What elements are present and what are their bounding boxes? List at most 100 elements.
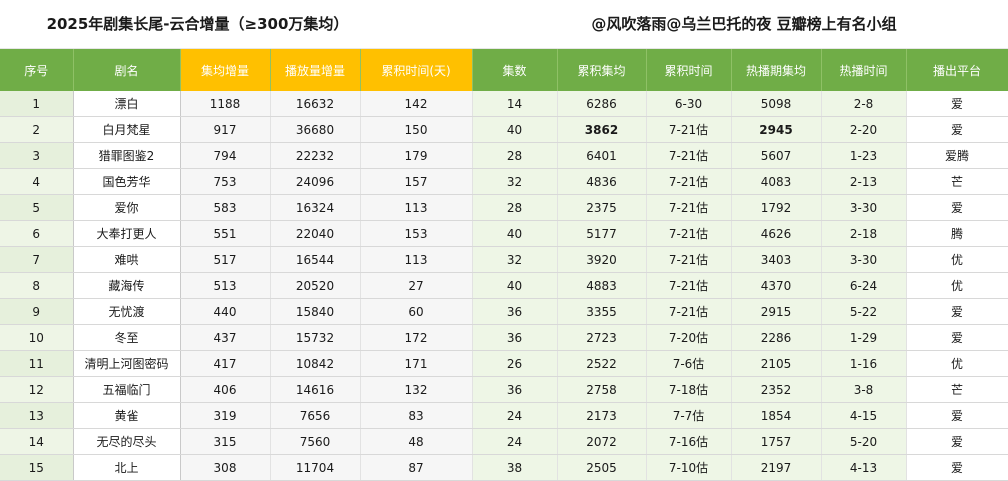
table-cell: 14: [0, 428, 74, 455]
table-cell: 20520: [270, 272, 361, 299]
table-cell: 171: [360, 350, 473, 377]
table-cell: 40: [472, 220, 558, 247]
table-cell: 16632: [270, 91, 361, 117]
table-cell: 40: [472, 116, 558, 143]
table-cell: 40: [472, 272, 558, 299]
table-cell: 10: [0, 324, 74, 351]
column-header: 播放量增量: [270, 49, 361, 91]
table-cell: 7-7估: [646, 402, 732, 429]
table-row: 7 难哄 517 16544 113 32 3920 7-21估 3403 3-30 优: [0, 246, 1008, 273]
table-row: 14 无尽的尽头 315 7560 48 24 2072 7-16估 1757 5-20 爱: [0, 428, 1008, 455]
table-cell: 22232: [270, 142, 361, 169]
table-cell: 26: [472, 350, 558, 377]
table-cell: 7-21估: [646, 116, 732, 143]
column-header: 集数: [472, 49, 558, 91]
table-cell: 3-8: [821, 376, 907, 403]
table-cell: 36: [472, 324, 558, 351]
table-cell: 4883: [557, 272, 647, 299]
table-body: 1 漂白 1188 16632 142 14 6286 6-30 5098 2-8 爱 2 白月梵星 91…: [0, 91, 1008, 481]
table-cell: 7-21估: [646, 194, 732, 221]
table-cell: 48: [360, 428, 473, 455]
table-cell: 517: [180, 246, 271, 273]
table-cell: 爱: [906, 428, 1008, 455]
table-cell: 2945: [731, 116, 822, 143]
table-cell: 1188: [180, 91, 271, 117]
table-cell: 大奉打更人: [73, 220, 181, 247]
table-cell: 冬至: [73, 324, 181, 351]
table-cell: 16324: [270, 194, 361, 221]
table-cell: 315: [180, 428, 271, 455]
column-header: 剧名: [73, 49, 181, 91]
table-cell: 漂白: [73, 91, 181, 117]
column-header: 播出平台: [906, 49, 1008, 91]
table-cell: 难哄: [73, 246, 181, 273]
table-cell: 15840: [270, 298, 361, 325]
table-cell: 14616: [270, 376, 361, 403]
table-cell: 753: [180, 168, 271, 195]
table-cell: 爱: [906, 402, 1008, 429]
table-row: 1 漂白 1188 16632 142 14 6286 6-30 5098 2-8 爱: [0, 91, 1008, 117]
table-cell: 3-30: [821, 194, 907, 221]
table-cell: 172: [360, 324, 473, 351]
table-cell: 5607: [731, 142, 822, 169]
table-cell: 藏海传: [73, 272, 181, 299]
column-header: 热播期集均: [731, 49, 822, 91]
table-cell: 24: [472, 402, 558, 429]
table-cell: 179: [360, 142, 473, 169]
table-cell: 白月梵星: [73, 116, 181, 143]
table-cell: 1792: [731, 194, 822, 221]
table-cell: 3403: [731, 246, 822, 273]
table-cell: 2522: [557, 350, 647, 377]
table-cell: 417: [180, 350, 271, 377]
table-cell: 爱: [906, 116, 1008, 143]
table-cell: 2-20: [821, 116, 907, 143]
table-cell: 16544: [270, 246, 361, 273]
table-cell: 4836: [557, 168, 647, 195]
author-credit: @风吹落雨@乌兰巴托的夜 豆瓣榜上有名小组: [591, 15, 897, 33]
table-cell: 7-21估: [646, 246, 732, 273]
table-row: 13 黄雀 319 7656 83 24 2173 7-7估 1854 4-15 爱: [0, 402, 1008, 429]
table-cell: 440: [180, 298, 271, 325]
table-cell: 153: [360, 220, 473, 247]
table-cell: 2723: [557, 324, 647, 351]
table-cell: 优: [906, 350, 1008, 377]
table-cell: 28: [472, 194, 558, 221]
table-cell: 6286: [557, 91, 647, 117]
table-title: 2025年剧集长尾-云合增量（≥300万集均）: [46, 15, 349, 33]
table-cell: 28: [472, 142, 558, 169]
table-cell: 7-21估: [646, 142, 732, 169]
table-cell: 2-13: [821, 168, 907, 195]
column-header: 累积时间(天): [360, 49, 473, 91]
table-cell: 2352: [731, 376, 822, 403]
table-cell: 3920: [557, 246, 647, 273]
table-row: 3 猎罪图鉴2 794 22232 179 28 6401 7-21估 5607 1-23 爱腾: [0, 142, 1008, 169]
table-cell: 8: [0, 272, 74, 299]
table-cell: 36680: [270, 116, 361, 143]
table-cell: 7656: [270, 402, 361, 429]
table-cell: 7-16估: [646, 428, 732, 455]
table-cell: 6401: [557, 142, 647, 169]
table-cell: 7-21估: [646, 272, 732, 299]
table-cell: 6: [0, 220, 74, 247]
table-cell: 142: [360, 91, 473, 117]
table-cell: 437: [180, 324, 271, 351]
table-cell: 5098: [731, 91, 822, 117]
ranking-table: 序号 剧名 集均增量 播放量增量 累积时间(天) 集数 累积集均 累积时间 热播期集均 热播时间播…: [0, 49, 1008, 481]
column-header: 累积时间: [646, 49, 732, 91]
table-cell: 3862: [557, 116, 647, 143]
table-cell: 2-18: [821, 220, 907, 247]
table-cell: 爱: [906, 91, 1008, 117]
table-cell: 1757: [731, 428, 822, 455]
table-cell: 794: [180, 142, 271, 169]
table-cell: 国色芳华: [73, 168, 181, 195]
table-cell: 32: [472, 246, 558, 273]
table-cell: 1-23: [821, 142, 907, 169]
table-cell: 157: [360, 168, 473, 195]
table-cell: 3: [0, 142, 74, 169]
table-cell: 2375: [557, 194, 647, 221]
table-row: 2 白月梵星 917 36680 150 40 3862 7-21估 2945 2-20 爱: [0, 116, 1008, 143]
table-cell: 2105: [731, 350, 822, 377]
column-header: 热播时间: [821, 49, 907, 91]
table-cell: 无忧渡: [73, 298, 181, 325]
table-row: 5 爱你 583 16324 113 28 2375 7-21估 1792 3-30 爱: [0, 194, 1008, 221]
